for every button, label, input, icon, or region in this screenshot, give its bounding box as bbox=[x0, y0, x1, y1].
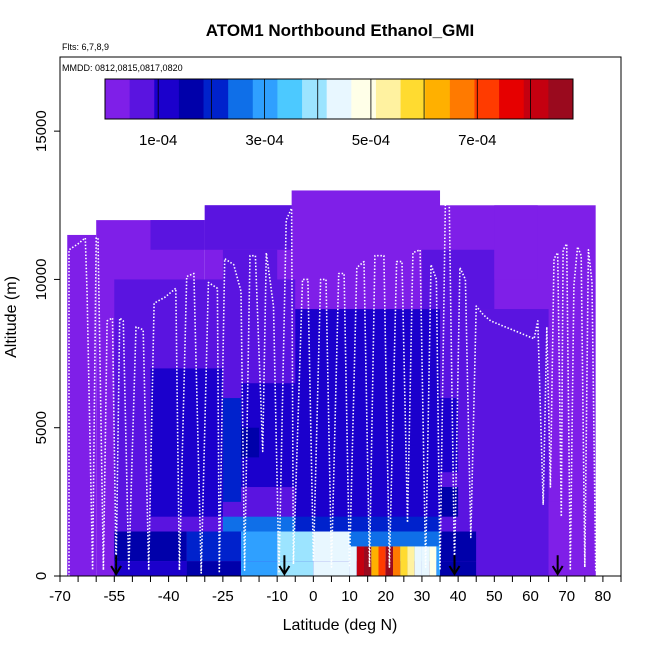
colorbar-segment-9 bbox=[326, 79, 352, 119]
heatmap-cell-16 bbox=[295, 516, 350, 532]
arrow-head-0 bbox=[110, 565, 122, 576]
colorbar-segment-3 bbox=[178, 79, 205, 119]
arrow-layer bbox=[110, 555, 564, 576]
heatmap-cell-25 bbox=[114, 561, 187, 576]
heatmap-cell-19 bbox=[186, 531, 241, 562]
heatmap-ceiling-0 bbox=[67, 234, 97, 576]
colorbar-segment-10 bbox=[351, 79, 377, 119]
y-tick-label: 5000 bbox=[33, 411, 50, 444]
heatmap-cell-40 bbox=[407, 546, 415, 576]
y-tick-label: 10000 bbox=[33, 259, 50, 301]
heatmap-cell-33 bbox=[356, 546, 365, 576]
heatmap-cell-8 bbox=[150, 368, 223, 517]
x-tick-label: 70 bbox=[558, 588, 575, 605]
x-tick-label: 80 bbox=[595, 588, 612, 605]
flight-track bbox=[68, 192, 601, 576]
heatmap-layer bbox=[67, 190, 596, 577]
heatmap-cell-44 bbox=[436, 546, 441, 576]
x-tick-label: 30 bbox=[414, 588, 431, 605]
heatmap-cell-15 bbox=[222, 516, 296, 532]
x-tick-label: -10 bbox=[266, 588, 288, 605]
x-tick-label: -55 bbox=[103, 588, 125, 605]
colorbar: 1e-04 3e-04 5e-04 7e-04 bbox=[104, 78, 574, 149]
arrow-head-1 bbox=[278, 565, 291, 576]
flight-track-layer bbox=[68, 192, 601, 576]
heatmap-cell-45 bbox=[349, 531, 441, 547]
colorbar-segment-11 bbox=[375, 79, 402, 119]
heatmap-cell-26 bbox=[186, 561, 241, 576]
colorbar-tick-label: 5e-04 bbox=[352, 132, 390, 149]
colorbar-segment-6 bbox=[252, 79, 278, 119]
x-tick-label: 40 bbox=[450, 588, 467, 605]
heatmap-cell-43 bbox=[429, 546, 437, 576]
heatmap-cell-18 bbox=[114, 531, 187, 562]
heatmap-cell-29 bbox=[313, 561, 350, 576]
heatmap-cell-46 bbox=[548, 501, 596, 576]
colorbar-segment-17 bbox=[523, 79, 549, 119]
colorbar-segment-15 bbox=[474, 79, 500, 119]
plot-area bbox=[67, 190, 601, 577]
x-tick-label: 60 bbox=[522, 588, 539, 605]
heatmap-cell-4 bbox=[494, 205, 538, 280]
heatmap-cell-36 bbox=[378, 546, 386, 576]
x-axis-label: Latitude (deg N) bbox=[283, 617, 398, 634]
colorbar-segment-8 bbox=[302, 79, 328, 119]
x-axis: -70 -55 -40 -25 -10 0 10 20 30 40 50 60 70 80 bbox=[49, 576, 622, 605]
arrow-head-2 bbox=[448, 565, 461, 576]
heatmap-cell-39 bbox=[400, 546, 408, 576]
heatmap-cell-31 bbox=[476, 531, 531, 576]
x-tick-label: -40 bbox=[158, 588, 180, 605]
x-tick-label: 50 bbox=[486, 588, 503, 605]
colorbar-segment-12 bbox=[400, 79, 426, 119]
heatmap-cell-10 bbox=[313, 353, 386, 458]
colorbar-tick-label: 7e-04 bbox=[458, 132, 496, 149]
x-tick-label: -70 bbox=[49, 588, 71, 605]
heatmap-cell-24 bbox=[440, 531, 477, 562]
colorbar-segment-4 bbox=[203, 79, 229, 119]
heatmap-cell-35 bbox=[371, 546, 379, 576]
y-tick-label: 15000 bbox=[33, 110, 50, 152]
heatmap-cell-0 bbox=[204, 205, 292, 250]
heatmap-cell-20 bbox=[240, 531, 278, 562]
colorbar-segment-16 bbox=[499, 79, 525, 119]
heatmap-cell-3 bbox=[421, 249, 495, 310]
arrow-head-3 bbox=[551, 565, 564, 576]
x-tick-label: 20 bbox=[377, 588, 394, 605]
x-tick-label: 10 bbox=[341, 588, 358, 605]
dates-label: MMDD: 0812,0815,0817,0820 bbox=[62, 63, 183, 73]
colorbar-tick-label: 3e-04 bbox=[245, 132, 283, 149]
heatmap-cell-12 bbox=[222, 398, 241, 502]
heatmap-cell-34 bbox=[364, 546, 372, 576]
colorbar-segment-1 bbox=[129, 79, 155, 119]
colorbar-frame bbox=[104, 78, 574, 120]
y-tick-label: 0 bbox=[33, 572, 50, 580]
colorbar-segment-0 bbox=[105, 79, 131, 119]
x-tick-label: 0 bbox=[309, 588, 317, 605]
heatmap-cell-32 bbox=[349, 546, 357, 576]
plot-frame bbox=[59, 56, 622, 577]
heatmap-cell-21 bbox=[277, 531, 314, 562]
x-tick-label: -25 bbox=[212, 588, 234, 605]
colorbar-segment-7 bbox=[277, 79, 303, 119]
colorbar-segment-18 bbox=[548, 79, 574, 119]
colorbar-segment-13 bbox=[425, 79, 451, 119]
colorbar-tick-label: 1e-04 bbox=[139, 132, 177, 149]
heatmap-cell-17 bbox=[349, 516, 441, 532]
flights-label: Flts: 6,7,8,9 bbox=[62, 42, 109, 52]
y-axis: 0 5000 10000 15000 bbox=[33, 110, 60, 580]
heatmap-cell-27 bbox=[240, 561, 278, 576]
heatmap-cell-13 bbox=[240, 427, 260, 458]
chart-title: ATOM1 Northbound Ethanol_GMI bbox=[206, 21, 475, 40]
heatmap-cell-41 bbox=[414, 546, 422, 576]
heatmap-cell-28 bbox=[277, 561, 314, 576]
colorbar-segment-14 bbox=[449, 79, 475, 119]
colorbar-segment-5 bbox=[228, 79, 254, 119]
y-axis-label: Altitude (m) bbox=[3, 276, 20, 358]
heatmap-cell-38 bbox=[392, 546, 401, 576]
heatmap-cell-1 bbox=[150, 220, 205, 250]
